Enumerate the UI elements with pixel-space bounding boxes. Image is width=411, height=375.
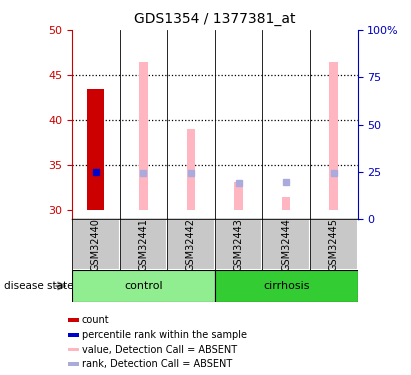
Bar: [68, 348, 79, 351]
Bar: [234, 182, 243, 210]
Text: disease state: disease state: [4, 281, 74, 291]
Bar: [282, 197, 291, 210]
Bar: [72, 270, 215, 302]
Text: GSM32441: GSM32441: [139, 218, 148, 271]
Text: control: control: [124, 281, 163, 291]
Bar: [310, 219, 358, 270]
Text: value, Detection Call = ABSENT: value, Detection Call = ABSENT: [82, 345, 237, 354]
Bar: [139, 62, 148, 210]
Bar: [215, 219, 262, 270]
Bar: [330, 62, 338, 210]
Bar: [68, 318, 79, 322]
Text: GSM32444: GSM32444: [281, 218, 291, 271]
Bar: [187, 129, 195, 210]
Bar: [68, 362, 79, 366]
Title: GDS1354 / 1377381_at: GDS1354 / 1377381_at: [134, 12, 296, 26]
Text: cirrhosis: cirrhosis: [263, 281, 309, 291]
Bar: [120, 219, 167, 270]
Bar: [262, 219, 310, 270]
Bar: [167, 219, 215, 270]
Text: GSM32445: GSM32445: [329, 218, 339, 271]
Text: count: count: [82, 315, 109, 325]
Text: percentile rank within the sample: percentile rank within the sample: [82, 330, 247, 340]
Bar: [72, 219, 120, 270]
Text: rank, Detection Call = ABSENT: rank, Detection Call = ABSENT: [82, 359, 232, 369]
Text: GSM32442: GSM32442: [186, 218, 196, 271]
Bar: [215, 270, 358, 302]
Bar: [88, 88, 104, 210]
Text: GSM32440: GSM32440: [91, 218, 101, 271]
Text: GSM32443: GSM32443: [233, 218, 244, 271]
Bar: [68, 333, 79, 337]
